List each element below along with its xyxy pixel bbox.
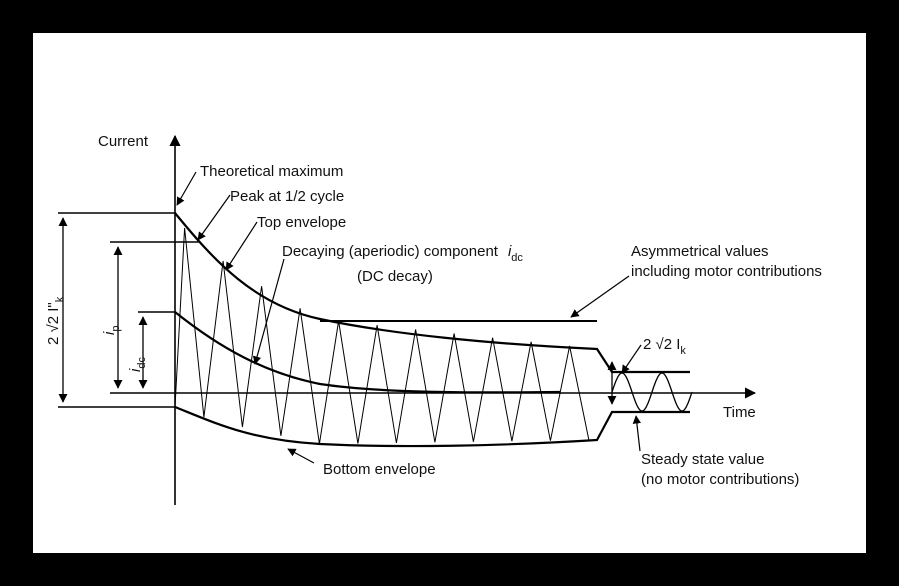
top-envelope-curve xyxy=(174,212,690,374)
dc-component-curve xyxy=(174,311,561,394)
label-theoretical-maximum: Theoretical maximum xyxy=(200,163,343,180)
label-asymmetrical-1: Asymmetrical values xyxy=(631,243,769,260)
leader-theoretical-max xyxy=(176,171,197,206)
label-top-envelope: Top envelope xyxy=(257,214,346,231)
label-decaying-component: Decaying (aperiodic) component idc xyxy=(282,243,523,264)
label-steady-state-2: (no motor contributions) xyxy=(641,471,799,488)
label-asymmetrical-2: including motor contributions xyxy=(631,263,822,280)
label-ip: ip xyxy=(101,326,122,335)
y-axis-label: Current xyxy=(98,133,149,150)
label-ikpp: 2 √2 I"k xyxy=(45,296,66,345)
leader-ik xyxy=(621,344,642,374)
leader-dc-component xyxy=(252,258,285,365)
leader-bottom-envelope xyxy=(287,448,315,464)
leader-peak xyxy=(197,194,231,241)
leader-asymmetrical xyxy=(570,275,630,318)
label-bottom-envelope: Bottom envelope xyxy=(323,461,436,478)
label-dc-decay: (DC decay) xyxy=(357,268,433,285)
steady-state-oscillation xyxy=(611,372,693,412)
label-steady-state-1: Steady state value xyxy=(641,451,764,468)
label-idc: idc xyxy=(127,357,148,372)
x-axis-label: Time xyxy=(723,404,756,421)
label-ik: 2 √2 Ik xyxy=(643,336,686,357)
ac-oscillation xyxy=(174,227,598,444)
bottom-envelope-curve xyxy=(174,405,690,448)
leader-steady-state xyxy=(632,415,642,452)
leader-top-envelope xyxy=(225,221,258,271)
label-peak-half-cycle: Peak at 1/2 cycle xyxy=(230,188,344,205)
